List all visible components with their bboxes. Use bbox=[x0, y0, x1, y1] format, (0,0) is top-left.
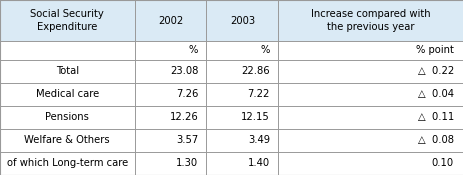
Bar bbox=[278, 41, 463, 60]
Text: 12.26: 12.26 bbox=[169, 112, 198, 122]
Text: %: % bbox=[260, 45, 269, 55]
Text: 2003: 2003 bbox=[229, 16, 255, 26]
Bar bbox=[134, 0, 206, 41]
Text: of which Long-term care: of which Long-term care bbox=[6, 158, 128, 169]
Text: 22.86: 22.86 bbox=[241, 66, 269, 76]
Text: % point: % point bbox=[415, 45, 453, 55]
Bar bbox=[278, 106, 463, 129]
Bar bbox=[134, 60, 206, 83]
Bar bbox=[206, 129, 278, 152]
Text: Social Security
Expenditure: Social Security Expenditure bbox=[31, 9, 104, 32]
Text: 23.08: 23.08 bbox=[169, 66, 198, 76]
Text: 2002: 2002 bbox=[157, 16, 183, 26]
Text: Increase compared with
the previous year: Increase compared with the previous year bbox=[311, 9, 430, 32]
Bar bbox=[134, 129, 206, 152]
Text: 12.15: 12.15 bbox=[241, 112, 269, 122]
Text: 1.30: 1.30 bbox=[175, 158, 198, 169]
Bar bbox=[0, 0, 134, 41]
Text: 1.40: 1.40 bbox=[247, 158, 269, 169]
Text: 3.49: 3.49 bbox=[247, 135, 269, 145]
Text: △  0.08: △ 0.08 bbox=[417, 135, 453, 145]
Bar bbox=[134, 152, 206, 175]
Bar bbox=[206, 152, 278, 175]
Text: %: % bbox=[188, 45, 198, 55]
Bar bbox=[206, 60, 278, 83]
Text: △  0.22: △ 0.22 bbox=[417, 66, 453, 76]
Bar bbox=[206, 106, 278, 129]
Bar bbox=[278, 152, 463, 175]
Bar bbox=[278, 0, 463, 41]
Text: Medical care: Medical care bbox=[36, 89, 99, 99]
Bar bbox=[206, 41, 278, 60]
Bar bbox=[134, 41, 206, 60]
Text: 7.22: 7.22 bbox=[247, 89, 269, 99]
Bar bbox=[278, 83, 463, 106]
Bar bbox=[0, 41, 134, 60]
Text: Welfare & Others: Welfare & Others bbox=[25, 135, 110, 145]
Bar bbox=[0, 152, 134, 175]
Bar bbox=[206, 83, 278, 106]
Bar bbox=[134, 106, 206, 129]
Text: △  0.04: △ 0.04 bbox=[417, 89, 453, 99]
Bar bbox=[0, 106, 134, 129]
Text: 0.10: 0.10 bbox=[431, 158, 453, 169]
Bar bbox=[0, 83, 134, 106]
Bar bbox=[0, 129, 134, 152]
Text: △  0.11: △ 0.11 bbox=[417, 112, 453, 122]
Bar bbox=[278, 129, 463, 152]
Bar bbox=[278, 60, 463, 83]
Bar bbox=[0, 60, 134, 83]
Text: 7.26: 7.26 bbox=[175, 89, 198, 99]
Text: Pensions: Pensions bbox=[45, 112, 89, 122]
Text: 3.57: 3.57 bbox=[175, 135, 198, 145]
Bar bbox=[134, 83, 206, 106]
Text: Total: Total bbox=[56, 66, 79, 76]
Bar bbox=[206, 0, 278, 41]
